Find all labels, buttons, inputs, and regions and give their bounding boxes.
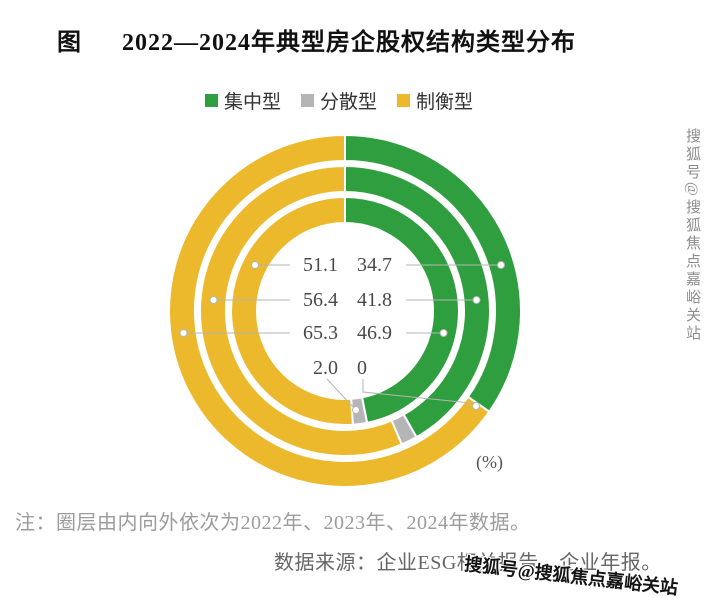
legend-label-balanced: 制衡型: [416, 92, 474, 113]
legend-swatch-dispersed: [301, 94, 315, 107]
donut-segment-2023-balanced: [198, 164, 404, 457]
center-label-right-3: 0: [357, 357, 367, 379]
donut-chart: 51.1 34.7 56.4 41.8 65.3 46.9 2.0 0: [168, 133, 522, 488]
leader-line: [326, 378, 354, 408]
chart-title-prefix: 图: [57, 30, 82, 56]
leader-line: [362, 379, 472, 404]
leader-dot: [179, 329, 188, 337]
watermark-vertical: 搜狐号@搜狐焦点嘉峪关站: [684, 128, 700, 343]
leader-dot: [209, 296, 218, 304]
note-text: 注：圈层由内向外依次为2022年、2023年、2024年数据。: [15, 512, 531, 534]
donut-segment-2022-balanced: [230, 195, 354, 426]
legend-item-dispersed: 分散型: [301, 87, 377, 114]
source-text: 数据来源：企业ESG相关报告、企业年报。: [274, 552, 662, 574]
legend-swatch-concentrated: [205, 94, 218, 107]
legend-item-concentrated: 集中型: [205, 87, 281, 114]
leader-dot: [472, 296, 481, 304]
legend: 集中型 分散型 制衡型: [205, 87, 473, 114]
legend-label-dispersed: 分散型: [320, 92, 378, 113]
center-label-right-2: 46.9: [357, 322, 392, 344]
leader-dot: [352, 406, 360, 414]
legend-swatch-balanced: [397, 94, 411, 107]
center-label-right-1: 41.8: [357, 289, 392, 311]
center-label-left-3: 2.0: [313, 357, 338, 379]
chart-title-text: 2022—2024年典型房企股权结构类型分布: [122, 30, 576, 56]
legend-label-concentrated: 集中型: [224, 92, 282, 113]
center-label-left-0: 51.1: [303, 254, 338, 276]
center-label-right-0: 34.7: [357, 254, 392, 276]
chart-title: 图 2022—2024年典型房企股权结构类型分布: [57, 22, 576, 57]
leader-dot: [472, 402, 480, 410]
legend-item-balanced: 制衡型: [397, 87, 473, 114]
center-label-left-1: 56.4: [303, 289, 338, 311]
leader-dot: [497, 261, 505, 269]
unit-label: (%): [476, 452, 503, 472]
donut-segment-2024-balanced: [168, 133, 491, 488]
leader-dot: [251, 261, 259, 269]
leader-dot: [439, 329, 448, 337]
center-label-left-2: 65.3: [303, 322, 338, 344]
